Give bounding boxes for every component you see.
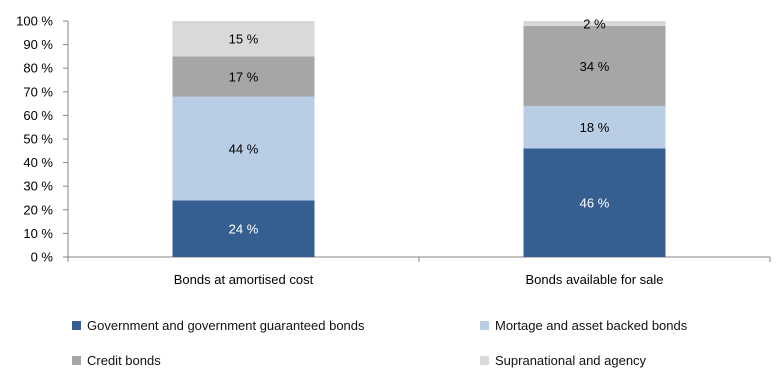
bar-stack: 24 % 44 % 17 % 15 % [172,21,315,257]
y-axis: 0 % 10 % 20 % 30 % 40 % 50 % 60 % 70 % 80 % 90 % 1… [16,14,69,265]
legend-item-mortgage: Mortage and asset backed bonds [480,318,687,333]
legend-swatch-supranational [480,356,489,365]
y-tick-label: 70 % [23,84,53,99]
x-axis: Bonds at amortised cost Bonds available f… [67,256,771,287]
bar-stack: 46 % 18 % 34 % 2 % [523,16,666,257]
legend-swatch-credit [72,356,81,365]
bar-segment [172,200,315,257]
legend-item-credit: Credit bonds [72,353,161,368]
legend-swatch-government [72,321,81,330]
bar-segment [172,21,315,57]
y-tick-label: 60 % [23,108,53,123]
y-tick-label: 40 % [23,155,53,170]
y-tick-label: 90 % [23,37,53,52]
legend-item-government: Government and government guaranteed bon… [72,318,365,333]
data-label: 46 % [580,196,610,211]
legend-label-supranational: Supranational and agency [495,353,647,368]
legend-label-credit: Credit bonds [87,353,161,368]
x-category-label: Bonds at amortised cost [174,272,314,287]
bar-segment [523,105,666,149]
data-label: 34 % [580,59,610,74]
bar-segment [172,96,315,201]
y-tick-label: 100 % [16,14,53,29]
data-label: 15 % [229,32,259,47]
y-tick-label: 80 % [23,61,53,76]
y-tick-label: 50 % [23,132,53,147]
legend-label-mortgage: Mortage and asset backed bonds [495,318,688,333]
x-category-label: Bonds available for sale [525,272,663,287]
y-tick-label: 0 % [31,250,54,265]
y-tick-label: 30 % [23,179,53,194]
data-label: 2 % [583,16,606,31]
y-tick-label: 10 % [23,226,53,241]
bar-segment [172,56,315,97]
bar-segment [523,25,666,106]
bar-segment [523,21,666,26]
bar-segment [523,148,666,257]
y-tick-label: 20 % [23,202,53,217]
bars: 24 % 44 % 17 % 15 % 46 % 18 % 34 % 2 % [172,16,666,257]
legend-item-supranational: Supranational and agency [480,353,646,368]
legend: Government and government guaranteed bon… [0,312,778,374]
legend-swatch-mortgage [480,321,489,330]
data-label: 24 % [229,222,259,237]
data-label: 17 % [229,69,259,84]
data-label: 44 % [229,141,259,156]
legend-label-government: Government and government guaranteed bon… [87,318,365,333]
data-label: 18 % [580,120,610,135]
